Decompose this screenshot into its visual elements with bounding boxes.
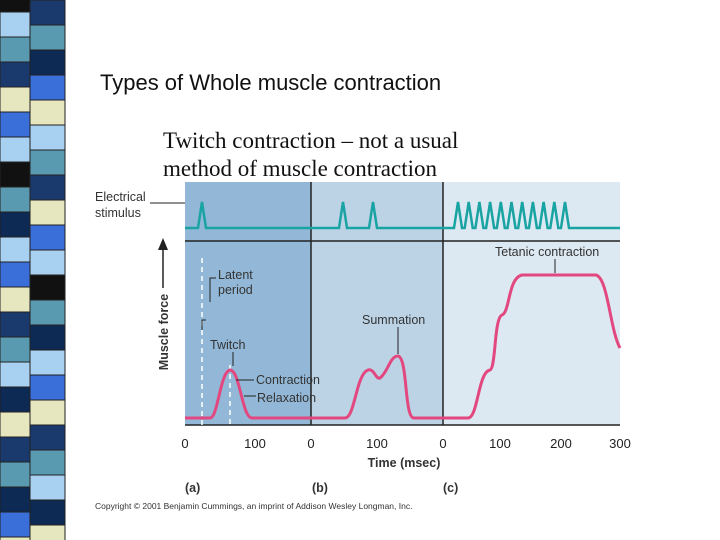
relaxation-label: Relaxation [257, 391, 316, 405]
stripe [29, 174, 66, 201]
leader [209, 277, 216, 302]
copyright: Copyright © 2001 Benjamin Cummings, an i… [95, 501, 412, 511]
tetanic-label: Tetanic contraction [495, 245, 599, 259]
stripe [29, 249, 66, 276]
stripe [29, 424, 66, 451]
stripe [29, 474, 66, 501]
stripe [0, 461, 31, 488]
stripe [0, 336, 31, 363]
stripe [0, 361, 31, 388]
stripe [29, 49, 66, 76]
x-tick-label: 100 [244, 436, 266, 451]
summation-label: Summation [362, 313, 425, 327]
leader [236, 379, 256, 397]
stripe [0, 261, 31, 288]
stripe [29, 524, 66, 540]
y-axis-label: Muscle force [157, 294, 171, 370]
stripe [29, 374, 66, 401]
stripe [29, 0, 66, 26]
stripe [29, 449, 66, 476]
leader [201, 319, 206, 330]
stripe [29, 124, 66, 151]
stripe [0, 11, 31, 38]
x-tick-label: 0 [439, 436, 446, 451]
panel-b [311, 182, 443, 425]
stripe [29, 274, 66, 301]
stripe [29, 149, 66, 176]
stripe [0, 511, 31, 538]
stripe [29, 299, 66, 326]
stimulus-trace [185, 201, 620, 230]
stripe [0, 211, 31, 238]
x-tick-label: 0 [181, 436, 188, 451]
x-tick-label: 100 [366, 436, 388, 451]
figure: Electrical stimulus Muscle force Latent … [95, 182, 631, 511]
contraction-label: Contraction [256, 373, 320, 387]
latent-label: period [218, 283, 253, 297]
stripe [29, 74, 66, 101]
stripe [29, 349, 66, 376]
stripe [0, 386, 31, 413]
twitch-label: Twitch [210, 338, 245, 352]
stripe [0, 161, 31, 188]
stimulus-label: stimulus [95, 206, 141, 220]
stripe [29, 99, 66, 126]
arrowhead [158, 238, 168, 250]
stimulus-label: Electrical [95, 190, 146, 204]
panel-label: (a) [185, 481, 200, 495]
stripe [29, 499, 66, 526]
stripe [29, 399, 66, 426]
decor-stripes [0, 0, 66, 540]
stripe [0, 111, 31, 138]
stripe [0, 136, 31, 163]
stripe [0, 61, 31, 88]
stripe [29, 324, 66, 351]
x-tick-label: 0 [307, 436, 314, 451]
stripe [0, 36, 31, 63]
x-axis-label: Time (msec) [368, 456, 441, 470]
panel-label: (b) [312, 481, 328, 495]
panel-label: (c) [443, 481, 458, 495]
subtitle: method of muscle contraction [163, 156, 438, 181]
stripe [29, 24, 66, 51]
slide-title: Types of Whole muscle contraction [100, 70, 441, 95]
stripe [0, 436, 31, 463]
stripe [0, 286, 31, 313]
force-trace [185, 273, 622, 420]
latent-label: Latent [218, 268, 253, 282]
stripe [0, 86, 31, 113]
stripe [0, 311, 31, 338]
stripe [29, 224, 66, 251]
x-tick-label: 200 [550, 436, 572, 451]
stripe [0, 486, 31, 513]
stripe [0, 536, 31, 540]
stripe [0, 186, 31, 213]
stripe [29, 199, 66, 226]
x-tick-label: 300 [609, 436, 631, 451]
stripe [0, 411, 31, 438]
x-tick-label: 100 [489, 436, 511, 451]
subtitle: Twitch contraction – not a usual [163, 128, 458, 153]
stripe [0, 236, 31, 263]
